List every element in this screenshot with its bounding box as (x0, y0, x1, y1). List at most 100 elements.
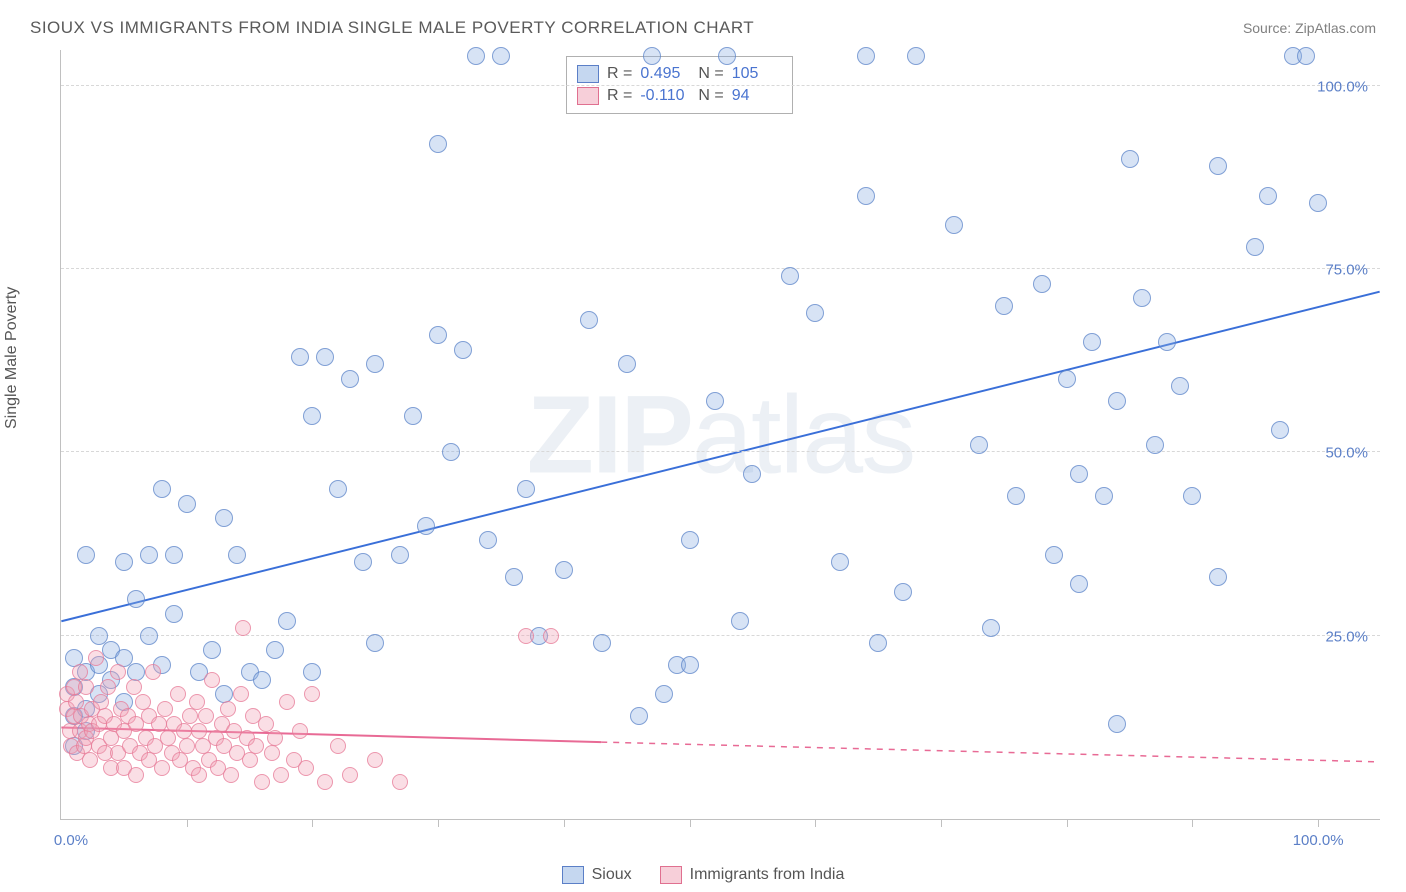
swatch-pink-icon (577, 87, 599, 105)
data-point (518, 628, 534, 644)
data-point (165, 605, 183, 623)
data-point (1058, 370, 1076, 388)
data-point (291, 348, 309, 366)
data-point (1121, 150, 1139, 168)
data-point (140, 627, 158, 645)
data-point (140, 546, 158, 564)
data-point (248, 738, 264, 754)
data-point (182, 708, 198, 724)
data-point (135, 694, 151, 710)
data-point (1007, 487, 1025, 505)
trend-lines (61, 50, 1380, 819)
ytick-label: 50.0% (1325, 445, 1368, 462)
source-attribution: Source: ZipAtlas.com (1243, 20, 1376, 36)
data-point (543, 628, 559, 644)
data-point (1070, 575, 1088, 593)
data-point (718, 47, 736, 65)
watermark: ZIPatlas (527, 371, 914, 498)
data-point (392, 774, 408, 790)
y-axis-label: Single Male Poverty (3, 287, 21, 429)
data-point (442, 443, 460, 461)
data-point (127, 590, 145, 608)
data-point (316, 348, 334, 366)
data-point (429, 135, 447, 153)
data-point (1297, 47, 1315, 65)
data-point (1070, 465, 1088, 483)
swatch-blue-icon (562, 866, 584, 884)
data-point (223, 767, 239, 783)
data-point (655, 685, 673, 703)
data-point (93, 694, 109, 710)
data-point (151, 716, 167, 732)
data-point (82, 752, 98, 768)
data-point (100, 679, 116, 695)
data-point (128, 767, 144, 783)
data-point (1095, 487, 1113, 505)
xtick (815, 819, 816, 827)
data-point (233, 686, 249, 702)
data-point (806, 304, 824, 322)
grid-line (61, 268, 1380, 269)
data-point (1259, 187, 1277, 205)
data-point (235, 620, 251, 636)
data-point (391, 546, 409, 564)
xtick-label-max: 100.0% (1293, 832, 1344, 849)
data-point (555, 561, 573, 579)
data-point (982, 619, 1000, 637)
data-point (204, 672, 220, 688)
data-point (1183, 487, 1201, 505)
data-point (1209, 157, 1227, 175)
data-point (157, 701, 173, 717)
data-point (894, 583, 912, 601)
ytick-label: 75.0% (1325, 262, 1368, 279)
n-label: N = (698, 87, 723, 105)
data-point (618, 355, 636, 373)
data-point (366, 355, 384, 373)
data-point (228, 546, 246, 564)
data-point (630, 707, 648, 725)
xtick-label-min: 0.0% (54, 832, 88, 849)
chart-title: SIOUX VS IMMIGRANTS FROM INDIA SINGLE MA… (30, 18, 754, 38)
data-point (165, 546, 183, 564)
swatch-pink-icon (660, 866, 682, 884)
data-point (869, 634, 887, 652)
data-point (731, 612, 749, 630)
swatch-blue-icon (577, 65, 599, 83)
xtick (564, 819, 565, 827)
data-point (1271, 421, 1289, 439)
data-point (258, 716, 274, 732)
data-point (329, 480, 347, 498)
data-point (970, 436, 988, 454)
data-point (264, 745, 280, 761)
data-point (1171, 377, 1189, 395)
data-point (90, 627, 108, 645)
data-point (72, 664, 88, 680)
xtick (312, 819, 313, 827)
r-value-india: -0.110 (640, 87, 690, 105)
legend-label-india: Immigrants from India (690, 866, 845, 884)
data-point (304, 686, 320, 702)
stats-row-sioux: R = 0.495 N = 105 (577, 63, 782, 85)
data-point (191, 767, 207, 783)
xtick (438, 819, 439, 827)
data-point (126, 679, 142, 695)
data-point (68, 694, 84, 710)
data-point (593, 634, 611, 652)
data-point (298, 760, 314, 776)
data-point (1158, 333, 1176, 351)
data-point (429, 326, 447, 344)
data-point (78, 679, 94, 695)
data-point (1045, 546, 1063, 564)
xtick (690, 819, 691, 827)
data-point (366, 634, 384, 652)
data-point (191, 723, 207, 739)
scatter-chart: ZIPatlas R = 0.495 N = 105 R = -0.110 N … (60, 50, 1380, 820)
data-point (215, 509, 233, 527)
data-point (203, 641, 221, 659)
n-value-sioux: 105 (732, 65, 782, 83)
data-point (643, 47, 661, 65)
data-point (189, 694, 205, 710)
legend-item-sioux: Sioux (562, 866, 632, 884)
data-point (467, 47, 485, 65)
data-point (1309, 194, 1327, 212)
